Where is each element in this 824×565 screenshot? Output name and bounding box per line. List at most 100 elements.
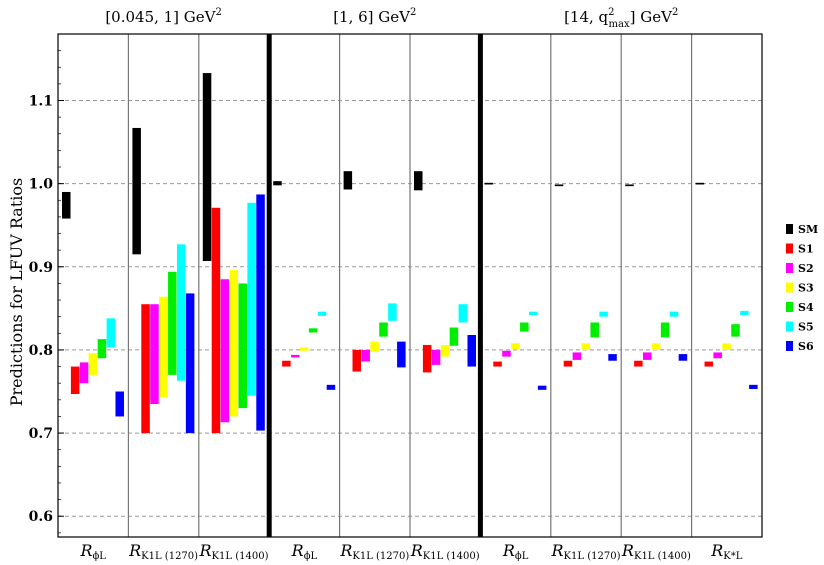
y-tick-label: 0.7: [29, 426, 53, 442]
legend-swatch-s4: [786, 302, 793, 312]
bar-s5: [740, 310, 749, 316]
bar-s2: [220, 279, 230, 423]
bar-s3: [370, 341, 379, 352]
bar-sm: [343, 171, 353, 190]
category-label: RK1L (1270): [551, 541, 621, 562]
legend-label-sm: SM: [798, 223, 818, 236]
bar-s5: [106, 318, 116, 348]
bar-s5: [317, 311, 327, 316]
legend-label-s2: S2: [798, 262, 814, 275]
bar-s3: [159, 296, 168, 398]
bar-s1: [141, 304, 150, 434]
bar-s1: [282, 360, 291, 367]
category-label: RϕL: [79, 541, 106, 562]
category-label: RK1L (1400): [621, 541, 691, 562]
bar-s2: [431, 349, 441, 365]
legend-label-s5: S5: [798, 321, 814, 334]
bar-sm: [695, 182, 705, 185]
bar-s5: [458, 304, 468, 323]
bar-s3: [581, 343, 591, 350]
bar-s4: [660, 322, 670, 338]
category-label: RϕL: [291, 541, 318, 562]
bar-sm: [273, 181, 282, 186]
category-label: RK1L (1400): [199, 541, 269, 562]
bar-s4: [97, 339, 107, 359]
group-title: [14, q2 max] GeV2: [564, 7, 678, 30]
category-label: RK1L (1270): [128, 541, 198, 562]
bar-s6: [185, 293, 195, 434]
bar-s5: [599, 311, 608, 317]
legend-swatch-s1: [786, 243, 793, 254]
bar-s1: [211, 207, 221, 434]
plot-frame: [57, 33, 763, 538]
bar-s3: [511, 343, 520, 350]
bar-s2: [572, 352, 582, 360]
bar-s3: [440, 344, 450, 357]
bar-s2: [361, 349, 370, 362]
bar-s2: [291, 354, 300, 358]
bar-s5: [176, 244, 186, 381]
legend-label-s3: S3: [798, 282, 814, 295]
bar-s4: [238, 283, 247, 409]
bar-s6: [397, 341, 406, 368]
y-axis-label: Predictions for LFUV Ratios: [7, 178, 26, 406]
bar-s4: [449, 327, 459, 346]
bar-sm: [554, 184, 564, 187]
bar-s5: [247, 202, 256, 396]
bar-s2: [502, 350, 511, 357]
category-label: RK1L (1270): [339, 541, 409, 562]
bar-s3: [88, 353, 98, 375]
bar-sm: [625, 184, 634, 187]
bar-s6: [749, 384, 758, 390]
legend-swatch-s2: [786, 263, 793, 273]
bar-sm: [132, 127, 141, 255]
bar-s2: [643, 352, 652, 360]
category-label: RK*L: [710, 541, 743, 562]
category-labels: RϕL RK1L (1270) RK1L (1400) RϕL RK1L (1270) R…: [79, 541, 742, 562]
legend-label-s4: S4: [798, 301, 814, 314]
y-tick-label: 1.1: [29, 94, 53, 110]
bar-s3: [722, 343, 731, 350]
group-title: [1, 6] GeV2: [333, 7, 416, 26]
bar-s1: [704, 361, 714, 367]
group-titles: [0.045, 1] GeV2 [1, 6] GeV2 [14, q2 max] Ge…: [105, 7, 678, 30]
bar-s5: [388, 303, 397, 321]
y-tick-label: 1.0: [29, 177, 54, 193]
frame: [57, 33, 763, 538]
legend-swatch-s6: [786, 341, 793, 351]
bar-s4: [308, 328, 318, 333]
bar-s6: [115, 391, 124, 417]
bar-s2: [79, 362, 89, 384]
bar-s4: [590, 322, 599, 338]
bar-sm: [484, 182, 493, 185]
bar-s6: [326, 384, 336, 390]
bar-s1: [422, 344, 432, 373]
bar-s6: [678, 354, 688, 361]
y-tick-label: 0.6: [29, 509, 53, 525]
bar-sm: [414, 171, 423, 191]
bar-s2: [150, 304, 159, 404]
bar-s3: [229, 270, 239, 417]
bar-s4: [731, 324, 740, 337]
legend-swatch-s5: [786, 321, 793, 332]
y-ticks: 0.6 0.7 0.8 0.9 1.0 1.1: [29, 50, 64, 534]
bar-sm: [202, 73, 212, 261]
y-tick-label: 0.9: [29, 260, 53, 276]
bar-s1: [352, 349, 362, 372]
category-label: RϕL: [502, 541, 529, 562]
legend-swatch-sm: [786, 224, 793, 234]
bar-s1: [563, 360, 573, 367]
bar-s5: [669, 311, 679, 317]
legend-label-s6: S6: [798, 340, 814, 353]
bar-s6: [608, 354, 617, 361]
bar-s1: [634, 360, 643, 367]
bar-s4: [379, 322, 388, 337]
y-tick-label: 0.8: [29, 343, 53, 359]
bar-s4: [168, 271, 177, 375]
bar-s4: [520, 322, 529, 332]
bar-sm: [62, 191, 71, 219]
bar-s1: [493, 361, 502, 367]
bar-s6: [537, 385, 547, 390]
bar-s3: [299, 347, 309, 351]
